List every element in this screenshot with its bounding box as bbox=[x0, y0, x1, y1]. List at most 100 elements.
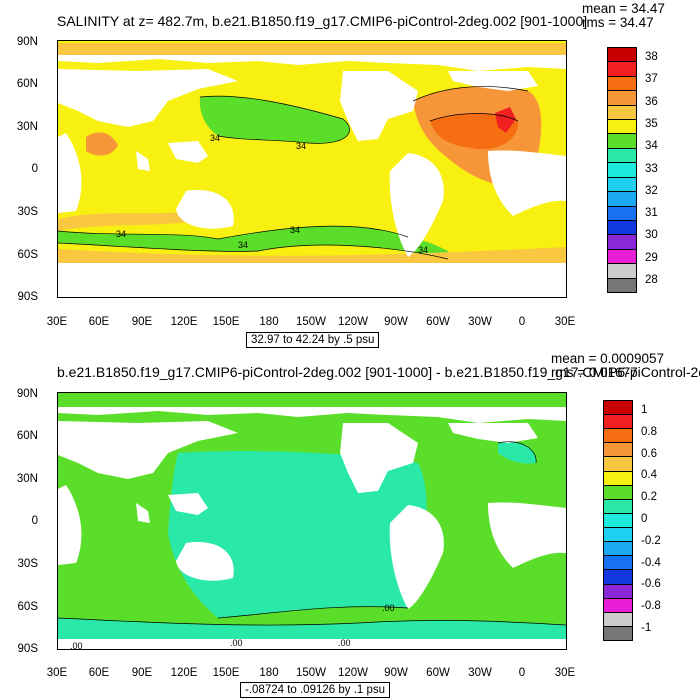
bottom-colorbar-swatch bbox=[603, 512, 633, 529]
bottom-colorbar-swatch bbox=[603, 625, 633, 641]
top-lat-tick: 60S bbox=[17, 249, 38, 261]
top-lat-tick: 90S bbox=[17, 291, 38, 303]
top-arabian-sea bbox=[86, 132, 118, 156]
top-land bbox=[58, 55, 566, 297]
top-lat-tick: 30N bbox=[16, 121, 38, 133]
bottom-lat-tick: 60N bbox=[16, 430, 38, 442]
bottom-lon-tick: 90E bbox=[131, 667, 153, 679]
top-colorbar-label: 30 bbox=[645, 229, 658, 242]
bottom-lat-tick: 90N bbox=[16, 388, 38, 400]
bottom-lat-tick: 90S bbox=[17, 643, 38, 655]
bottom-colorbar-swatch bbox=[603, 611, 633, 627]
bottom-southern-negative bbox=[58, 618, 566, 639]
top-colorbar-swatch bbox=[607, 277, 637, 293]
top-colorbar-swatch bbox=[607, 104, 637, 121]
top-colorbar-swatch bbox=[607, 162, 637, 178]
top-contour-label: 34 bbox=[210, 133, 220, 143]
top-lon-tick: 0 bbox=[518, 316, 526, 328]
bottom-colorbar-swatch bbox=[603, 583, 633, 599]
top-indian-band bbox=[58, 211, 198, 231]
top-lat-tick: 30S bbox=[17, 206, 38, 218]
bottom-lon-tick: 30E bbox=[554, 667, 576, 679]
bottom-colorbar-label: 0.8 bbox=[641, 425, 657, 438]
top-lon-tick: 30E bbox=[554, 316, 576, 328]
top-colorbar-label: 29 bbox=[645, 251, 658, 264]
top-lat-tick: 0 bbox=[31, 163, 38, 175]
bottom-colorbar-swatch bbox=[603, 498, 633, 514]
bottom-colorbar: 1 0.8 0.6 0.4 0.2 0 -0.2 -0.4 -0.6 -0.8 -1 bbox=[603, 400, 693, 641]
bottom-colorbar-swatch bbox=[603, 414, 633, 430]
top-colorbar-swatch bbox=[607, 75, 637, 92]
bottom-contour-label: .00 bbox=[230, 638, 243, 648]
top-lon-tick: 30W bbox=[468, 316, 492, 328]
bottom-lat-tick: 30S bbox=[17, 558, 38, 570]
top-lon-tick: 120E bbox=[170, 316, 198, 328]
bottom-lon-tick: 120E bbox=[170, 667, 198, 679]
top-contour-label: 34 bbox=[296, 141, 306, 151]
bottom-lon-tick: 0 bbox=[518, 667, 526, 679]
bottom-lon-tick: 150W bbox=[295, 667, 327, 679]
top-colorbar: 38 37 36 35 34 33 32 31 30 29 28 bbox=[607, 47, 677, 293]
top-colorbar-swatch bbox=[607, 191, 637, 207]
top-colorbar-swatch bbox=[607, 47, 637, 63]
bottom-colorbar-label: 0.4 bbox=[641, 469, 657, 482]
bottom-lon-tick: 30W bbox=[468, 667, 492, 679]
top-colorbar-swatch bbox=[607, 219, 637, 236]
bottom-mean: mean = 0.0009057 bbox=[551, 351, 664, 366]
top-colorbar-label: 38 bbox=[645, 51, 658, 64]
bottom-colorbar-label: 0.2 bbox=[641, 491, 657, 504]
top-colorbar-swatch bbox=[607, 147, 637, 164]
top-colorbar-label: 37 bbox=[645, 73, 658, 86]
bottom-north-atlantic-negative bbox=[498, 441, 537, 464]
bottom-rms: rms = 0.01677 bbox=[551, 365, 638, 380]
top-colorbar-label: 28 bbox=[645, 273, 658, 286]
bottom-pacific-negative bbox=[168, 451, 427, 618]
bottom-colorbar-label: 0 bbox=[641, 513, 648, 525]
top-mean: mean = 34.47 bbox=[582, 1, 665, 16]
top-colorbar-swatch bbox=[607, 205, 637, 221]
bottom-lon-tick: 60E bbox=[88, 667, 110, 679]
bottom-lon-tick: 30E bbox=[46, 667, 68, 679]
top-colorbar-label: 36 bbox=[645, 95, 658, 108]
top-lon-tick: 180 bbox=[259, 316, 279, 328]
bottom-colorbar-label: -0.4 bbox=[641, 556, 661, 569]
top-colorbar-label: 32 bbox=[645, 184, 658, 197]
bottom-title: b.e21.B1850.f19_g17.CMIP6-piControl-2deg… bbox=[57, 364, 700, 380]
top-contours bbox=[58, 86, 529, 260]
top-colorbar-label: 35 bbox=[645, 117, 658, 130]
bottom-colorbar-swatch bbox=[603, 484, 633, 500]
bottom-lon-tick: 180 bbox=[259, 667, 279, 679]
top-lat-tick: 90N bbox=[16, 36, 38, 48]
bottom-lat-tick: 0 bbox=[31, 515, 38, 527]
top-rms: rms = 34.47 bbox=[582, 15, 654, 30]
bottom-contour-label: .00 bbox=[338, 638, 351, 648]
bottom-map-svg: .00 .00 .00 .00 bbox=[58, 393, 566, 649]
bottom-colorbar-swatch bbox=[603, 541, 633, 557]
bottom-lat-tick: 30N bbox=[16, 473, 38, 485]
top-north-pacific-low bbox=[199, 96, 350, 144]
top-lon-tick: 90E bbox=[131, 316, 153, 328]
top-lon-tick: 60E bbox=[88, 316, 110, 328]
top-colorbar-label: 31 bbox=[645, 207, 658, 220]
top-range-box: 32.97 to 42.24 by .5 psu bbox=[246, 332, 380, 348]
bottom-colorbar-swatch bbox=[603, 442, 633, 458]
bottom-colorbar-swatch bbox=[603, 569, 633, 585]
bottom-lat-tick: 60S bbox=[17, 601, 38, 613]
bottom-colorbar-label: -0.6 bbox=[641, 578, 661, 591]
bottom-colorbar-swatch bbox=[603, 456, 633, 472]
bottom-contour-label: .00 bbox=[70, 641, 83, 649]
top-contour-label: 34 bbox=[238, 240, 248, 250]
bottom-colorbar-label: -1 bbox=[641, 622, 652, 635]
top-map: 34 34 34 34 34 34 bbox=[57, 40, 567, 298]
top-colorbar-swatch bbox=[607, 133, 637, 149]
bottom-colorbar-swatch bbox=[603, 527, 633, 543]
top-map-svg: 34 34 34 34 34 34 bbox=[58, 41, 566, 297]
top-title: SALINITY at z= 482.7m, b.e21.B1850.f19_g… bbox=[57, 13, 588, 29]
top-contour-label: 34 bbox=[290, 225, 300, 235]
top-colorbar-label: 34 bbox=[645, 140, 658, 153]
top-lon-tick: 120W bbox=[337, 316, 369, 328]
top-southern-band bbox=[58, 226, 448, 259]
bottom-contours bbox=[58, 441, 566, 626]
top-lon-tick: 150W bbox=[295, 316, 327, 328]
top-north-atlantic-high bbox=[430, 113, 519, 150]
